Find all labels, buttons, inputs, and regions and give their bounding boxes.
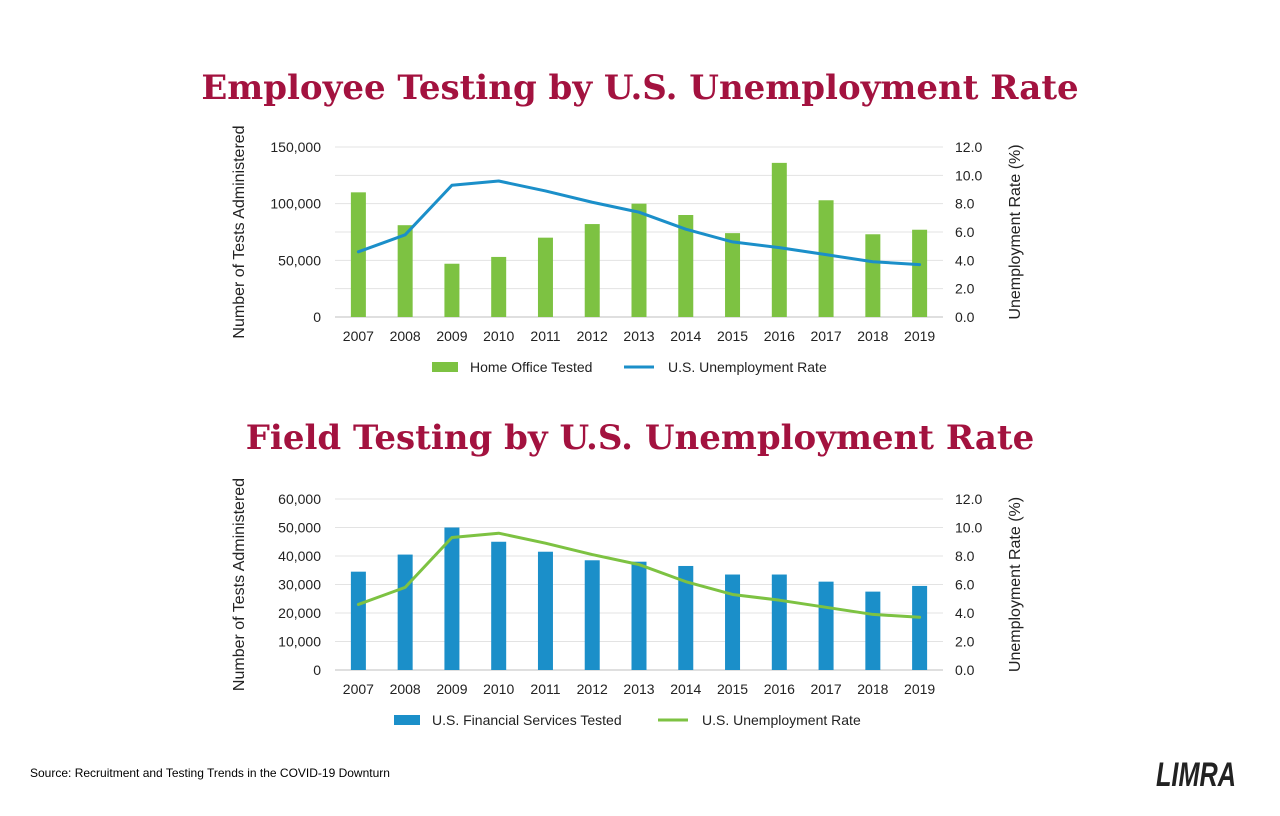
y-tick-label-right: 0.0 bbox=[955, 309, 975, 325]
employee-testing-chart: 0 50,000 100,000 150,000 0.0 2.0 4.0 6.0 8.0 10.0… bbox=[231, 125, 1024, 375]
y-tick-label-right: 10.0 bbox=[955, 167, 982, 183]
y-tick-label-left: 0 bbox=[313, 309, 321, 325]
y-tick-label-left: 40,000 bbox=[278, 548, 321, 564]
x-tick-label: 2010 bbox=[483, 328, 514, 344]
y-tick-label-right: 2.0 bbox=[955, 634, 975, 650]
y-tick-label-right: 0.0 bbox=[955, 662, 975, 678]
bar-2019 bbox=[912, 229, 928, 317]
x-tick-label: 2013 bbox=[623, 681, 654, 697]
unemployment-rate-line bbox=[356, 179, 922, 267]
y-tick-label-left: 30,000 bbox=[278, 577, 321, 593]
x-tick-label: 2017 bbox=[810, 681, 841, 697]
y-axis-title-left: Number of Tests Administered bbox=[231, 125, 248, 338]
y-tick-label-right: 4.0 bbox=[955, 252, 975, 268]
x-tick-label: 2010 bbox=[483, 681, 514, 697]
x-tick-label: 2007 bbox=[343, 681, 374, 697]
limra-logo-text: LIMRA bbox=[1156, 756, 1236, 792]
x-tick-label: 2013 bbox=[623, 328, 654, 344]
bar-2010 bbox=[491, 541, 507, 670]
y-tick-label-right: 12.0 bbox=[955, 491, 982, 507]
bar-2007 bbox=[350, 571, 366, 670]
x-tick-label: 2016 bbox=[764, 681, 795, 697]
x-tick-label: 2009 bbox=[436, 328, 467, 344]
legend-label-line: U.S. Unemployment Rate bbox=[702, 712, 861, 728]
y-tick-label-left: 150,000 bbox=[270, 139, 321, 155]
bar-2014 bbox=[678, 215, 694, 317]
y-axis-title-right: Unemployment Rate (%) bbox=[1007, 497, 1024, 672]
y-tick-label-right: 6.0 bbox=[955, 577, 975, 593]
y-tick-label-left: 10,000 bbox=[278, 634, 321, 650]
limra-logo: LIMRA bbox=[1156, 756, 1236, 792]
x-tick-label: 2018 bbox=[857, 328, 888, 344]
bar-2017 bbox=[818, 581, 834, 670]
bar-2014 bbox=[678, 565, 694, 670]
bar-2015 bbox=[725, 233, 741, 317]
legend-label-line: U.S. Unemployment Rate bbox=[668, 359, 827, 375]
bar-2016 bbox=[771, 574, 787, 670]
bar-2017 bbox=[818, 200, 834, 317]
x-tick-label: 2018 bbox=[857, 681, 888, 697]
y-tick-label-left: 100,000 bbox=[270, 196, 321, 212]
field-testing-chart: 0 10,000 20,000 30,000 40,000 50,000 60,000 0.0… bbox=[231, 478, 1024, 728]
bar-2009 bbox=[444, 527, 460, 670]
legend-swatch-bar bbox=[394, 715, 420, 725]
legend-swatch-bar bbox=[432, 362, 458, 372]
y-tick-label-right: 6.0 bbox=[955, 224, 975, 240]
y-tick-label-right: 10.0 bbox=[955, 520, 982, 536]
legend-label-bar: U.S. Financial Services Tested bbox=[432, 712, 622, 728]
x-tick-label: 2008 bbox=[390, 328, 421, 344]
y-axis-title-left: Number of Tests Administered bbox=[231, 478, 248, 691]
y-axis-title-right: Unemployment Rate (%) bbox=[1007, 144, 1024, 319]
legend-label-bar: Home Office Tested bbox=[470, 359, 592, 375]
y-tick-label-left: 0 bbox=[313, 662, 321, 678]
y-tick-label-left: 50,000 bbox=[278, 520, 321, 536]
x-tick-label: 2019 bbox=[904, 328, 935, 344]
bar-2011 bbox=[537, 551, 553, 670]
x-tick-label: 2009 bbox=[436, 681, 467, 697]
y-tick-label-right: 8.0 bbox=[955, 548, 975, 564]
bar-2008 bbox=[397, 225, 413, 317]
x-tick-label: 2011 bbox=[530, 328, 560, 344]
bar-2009 bbox=[444, 263, 460, 317]
x-tick-label: 2008 bbox=[390, 681, 421, 697]
bar-2018 bbox=[865, 591, 881, 670]
bar-2013 bbox=[631, 203, 647, 317]
bar-2012 bbox=[584, 224, 600, 317]
y-tick-label-right: 4.0 bbox=[955, 605, 975, 621]
bar-2016 bbox=[771, 162, 787, 317]
bar-2018 bbox=[865, 234, 881, 317]
y-tick-label-right: 2.0 bbox=[955, 281, 975, 297]
y-tick-label-right: 8.0 bbox=[955, 196, 975, 212]
bar-2011 bbox=[537, 237, 553, 317]
x-tick-label: 2015 bbox=[717, 681, 748, 697]
x-tick-label: 2017 bbox=[810, 328, 841, 344]
x-tick-label: 2012 bbox=[577, 681, 608, 697]
x-tick-label: 2012 bbox=[577, 328, 608, 344]
x-tick-label: 2011 bbox=[530, 681, 560, 697]
bar-2010 bbox=[491, 256, 507, 317]
y-tick-label-left: 20,000 bbox=[278, 605, 321, 621]
bar-2015 bbox=[725, 574, 741, 670]
y-tick-label-left: 60,000 bbox=[278, 491, 321, 507]
x-tick-label: 2014 bbox=[670, 328, 701, 344]
x-tick-label: 2015 bbox=[717, 328, 748, 344]
chart-title-employee-testing: Employee Testing by U.S. Unemployment Ra… bbox=[201, 68, 1079, 108]
bar-2019 bbox=[912, 585, 928, 670]
x-tick-label: 2014 bbox=[670, 681, 701, 697]
bar-2008 bbox=[397, 554, 413, 670]
source-note: Source: Recruitment and Testing Trends i… bbox=[30, 766, 390, 780]
bar-2013 bbox=[631, 561, 647, 670]
bar-2007 bbox=[350, 192, 366, 317]
x-tick-label: 2019 bbox=[904, 681, 935, 697]
bar-2012 bbox=[584, 560, 600, 670]
y-tick-label-right: 12.0 bbox=[955, 139, 982, 155]
chart-title-field-testing: Field Testing by U.S. Unemployment Rate bbox=[245, 418, 1035, 458]
x-tick-label: 2007 bbox=[343, 328, 374, 344]
y-tick-label-left: 50,000 bbox=[278, 252, 321, 268]
unemployment-rate-line bbox=[356, 531, 922, 619]
x-tick-label: 2016 bbox=[764, 328, 795, 344]
